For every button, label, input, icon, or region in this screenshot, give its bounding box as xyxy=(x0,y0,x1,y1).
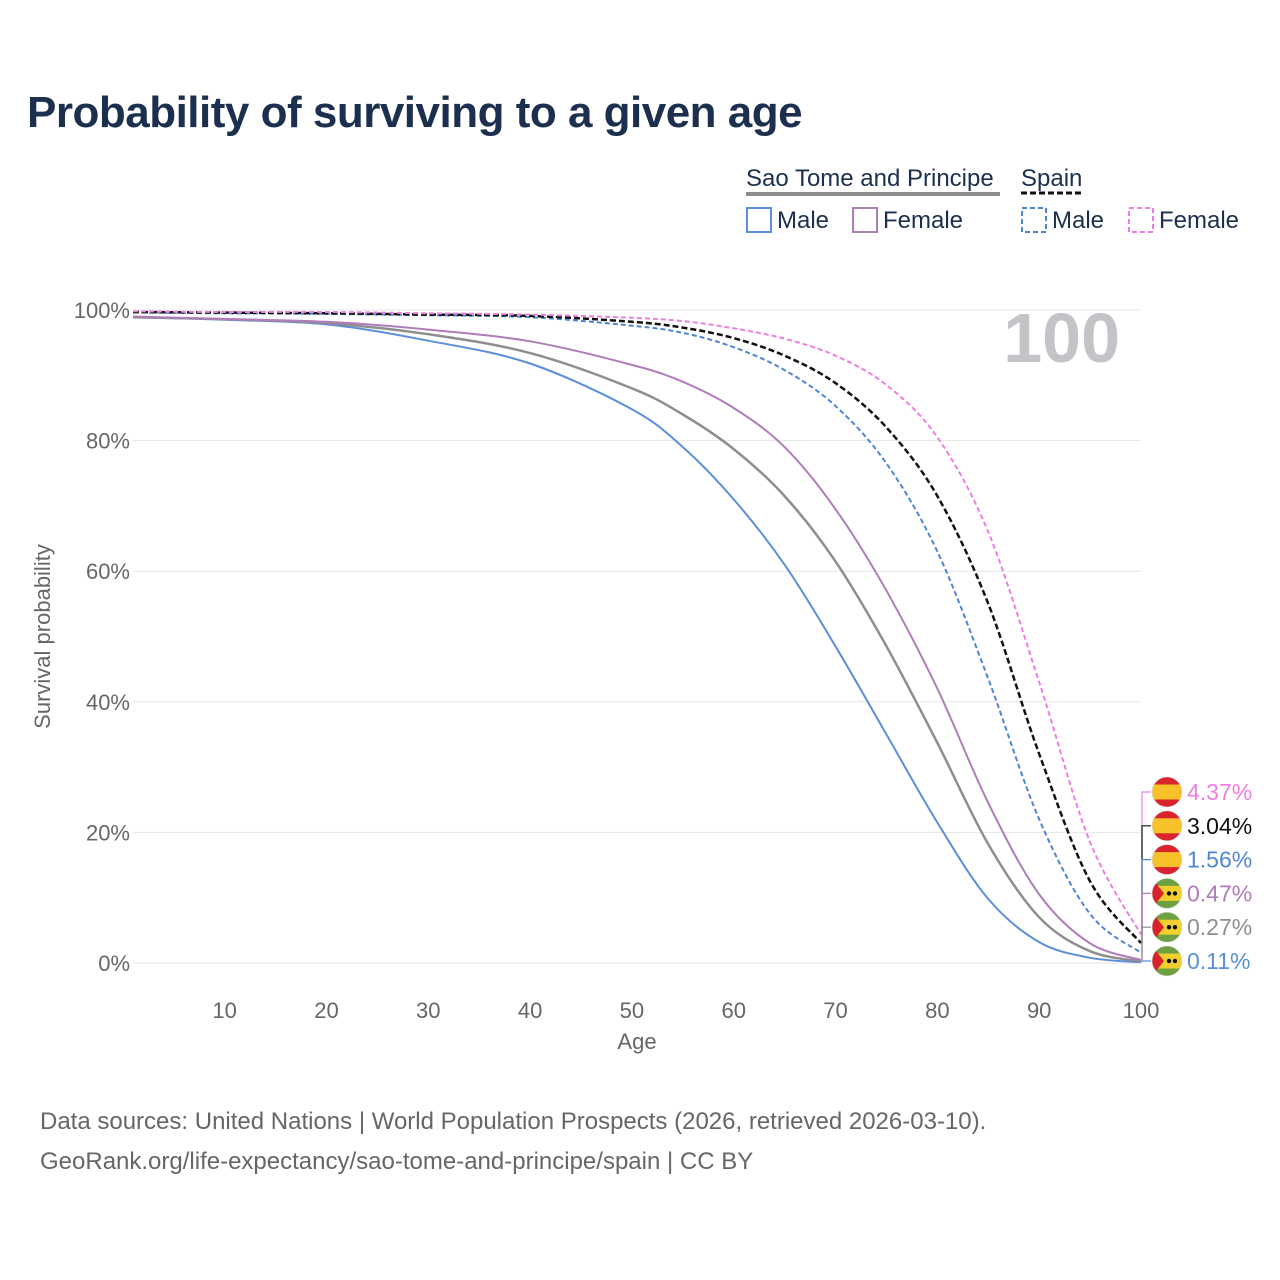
x-tick-label: 40 xyxy=(518,998,542,1023)
flag-red-triangle xyxy=(1152,878,1164,909)
end-label-spain-both: 3.04% xyxy=(1187,813,1252,839)
x-tick-label: 30 xyxy=(416,998,440,1023)
x-tick-label: 70 xyxy=(823,998,847,1023)
flag-star xyxy=(1172,891,1178,896)
sao-tome-flag-icon xyxy=(1152,946,1182,976)
legend-spain-female-label: Female xyxy=(1159,207,1239,234)
series xyxy=(132,310,1142,964)
x-tick-label: 100 xyxy=(1123,998,1160,1023)
flag-star xyxy=(1172,958,1178,964)
flag-star xyxy=(1172,925,1178,930)
flag-border xyxy=(1151,945,1183,977)
flag-red-triangle xyxy=(1152,912,1164,943)
flag-yellow-band xyxy=(1152,784,1182,800)
series-line-spain-female xyxy=(132,310,1142,935)
spain-flag-icon xyxy=(1152,777,1182,807)
legend-spain-male-swatch[interactable] xyxy=(1021,207,1047,233)
legend-stp-male-label: Male xyxy=(777,207,829,234)
legend-spain-male-label: Male xyxy=(1052,207,1104,234)
y-axis-title: Survival probability xyxy=(30,544,55,729)
x-tick-label: 80 xyxy=(925,998,949,1023)
end-label-sao-tome-and-principe-male: 0.11% xyxy=(1187,948,1251,974)
end-labels: 4.37% 3.04% 1.56% 0.47% 0.27% 0.11% xyxy=(1141,776,1252,977)
flag-yellow-band xyxy=(1152,852,1182,868)
legend-spain-female-swatch[interactable] xyxy=(1128,207,1154,233)
sao-tome-flag-icon xyxy=(1152,912,1182,943)
flag-red-triangle xyxy=(1152,946,1164,976)
grid xyxy=(133,309,1141,964)
series-line-sao-tome-and-principe-male xyxy=(132,316,1142,964)
legend-stp-female-label: Female xyxy=(883,207,963,234)
end-label-sao-tome-and-principe-both: 0.27% xyxy=(1187,914,1252,940)
chart-title: Probability of surviving to a given age xyxy=(27,88,803,137)
x-tick-label: 60 xyxy=(721,998,745,1023)
y-tick-label: 100% xyxy=(74,298,130,323)
end-connector-spain-male xyxy=(1141,859,1151,953)
flag-border xyxy=(1151,911,1183,943)
y-tick-label: 60% xyxy=(86,559,130,584)
end-connector-sao-tome-and-principe-both xyxy=(1141,926,1151,962)
end-label-sao-tome-and-principe-female: 0.47% xyxy=(1187,880,1252,906)
source-line-1: Data sources: United Nations | World Pop… xyxy=(40,1108,987,1135)
series-line-spain-male xyxy=(132,311,1142,954)
x-axis-title: Age xyxy=(617,1029,656,1054)
y-tick-label: 40% xyxy=(86,690,130,715)
y-tick-label: 20% xyxy=(86,820,130,845)
flag-star xyxy=(1166,925,1172,930)
series-line-sao-tome-and-principe-both xyxy=(132,315,1142,963)
end-connector-sao-tome-and-principe-male xyxy=(1141,960,1151,963)
legend: Sao Tome and Principe Spain Male Female … xyxy=(746,165,1239,234)
x-tick-label: 10 xyxy=(212,998,236,1023)
y-tick-label: 0% xyxy=(98,951,130,976)
legend-group-stp: Sao Tome and Principe xyxy=(746,165,994,192)
spain-flag-icon xyxy=(1152,810,1182,841)
flag-border xyxy=(1151,776,1183,808)
x-tick-label: 90 xyxy=(1027,998,1051,1023)
end-label-spain-female: 4.37% xyxy=(1187,779,1252,805)
legend-group-spain: Spain xyxy=(1021,165,1082,192)
series-line-spain-both xyxy=(132,310,1142,944)
flag-yellow-band xyxy=(1152,818,1182,834)
overlay-age: 100 xyxy=(1003,299,1120,377)
x-tick-label: 20 xyxy=(314,998,338,1023)
flag-star xyxy=(1166,891,1172,896)
flag-border xyxy=(1151,878,1183,909)
sao-tome-flag-icon xyxy=(1152,878,1182,909)
end-label-spain-male: 1.56% xyxy=(1187,847,1252,873)
legend-stp-female-swatch[interactable] xyxy=(852,207,878,233)
series-line-sao-tome-and-principe-female xyxy=(132,315,1142,961)
source-line-2: GeoRank.org/life-expectancy/sao-tome-and… xyxy=(40,1148,754,1175)
flag-star xyxy=(1166,958,1172,964)
legend-stp-male-swatch[interactable] xyxy=(746,207,772,233)
end-connector-spain-female xyxy=(1141,791,1151,935)
flag-border xyxy=(1151,844,1183,875)
end-connector-spain-both xyxy=(1141,825,1151,944)
flag-border xyxy=(1151,810,1183,842)
x-tick-label: 50 xyxy=(620,998,644,1023)
spain-flag-icon xyxy=(1152,844,1182,875)
chart-svg: Sao Tome and Principe Spain Male Female … xyxy=(30,165,1252,1054)
axes: 0% 20% 40% 60% 80% 100% 10 20 30 40 50 60 70 80 90 100 A… xyxy=(30,298,1159,1054)
y-tick-label: 80% xyxy=(86,429,130,454)
